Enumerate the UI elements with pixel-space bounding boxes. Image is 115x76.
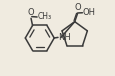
Text: O: O	[73, 3, 80, 12]
Text: O: O	[27, 8, 34, 17]
Text: OH: OH	[82, 8, 95, 17]
Text: NH: NH	[58, 33, 71, 42]
Text: CH₃: CH₃	[37, 12, 52, 22]
